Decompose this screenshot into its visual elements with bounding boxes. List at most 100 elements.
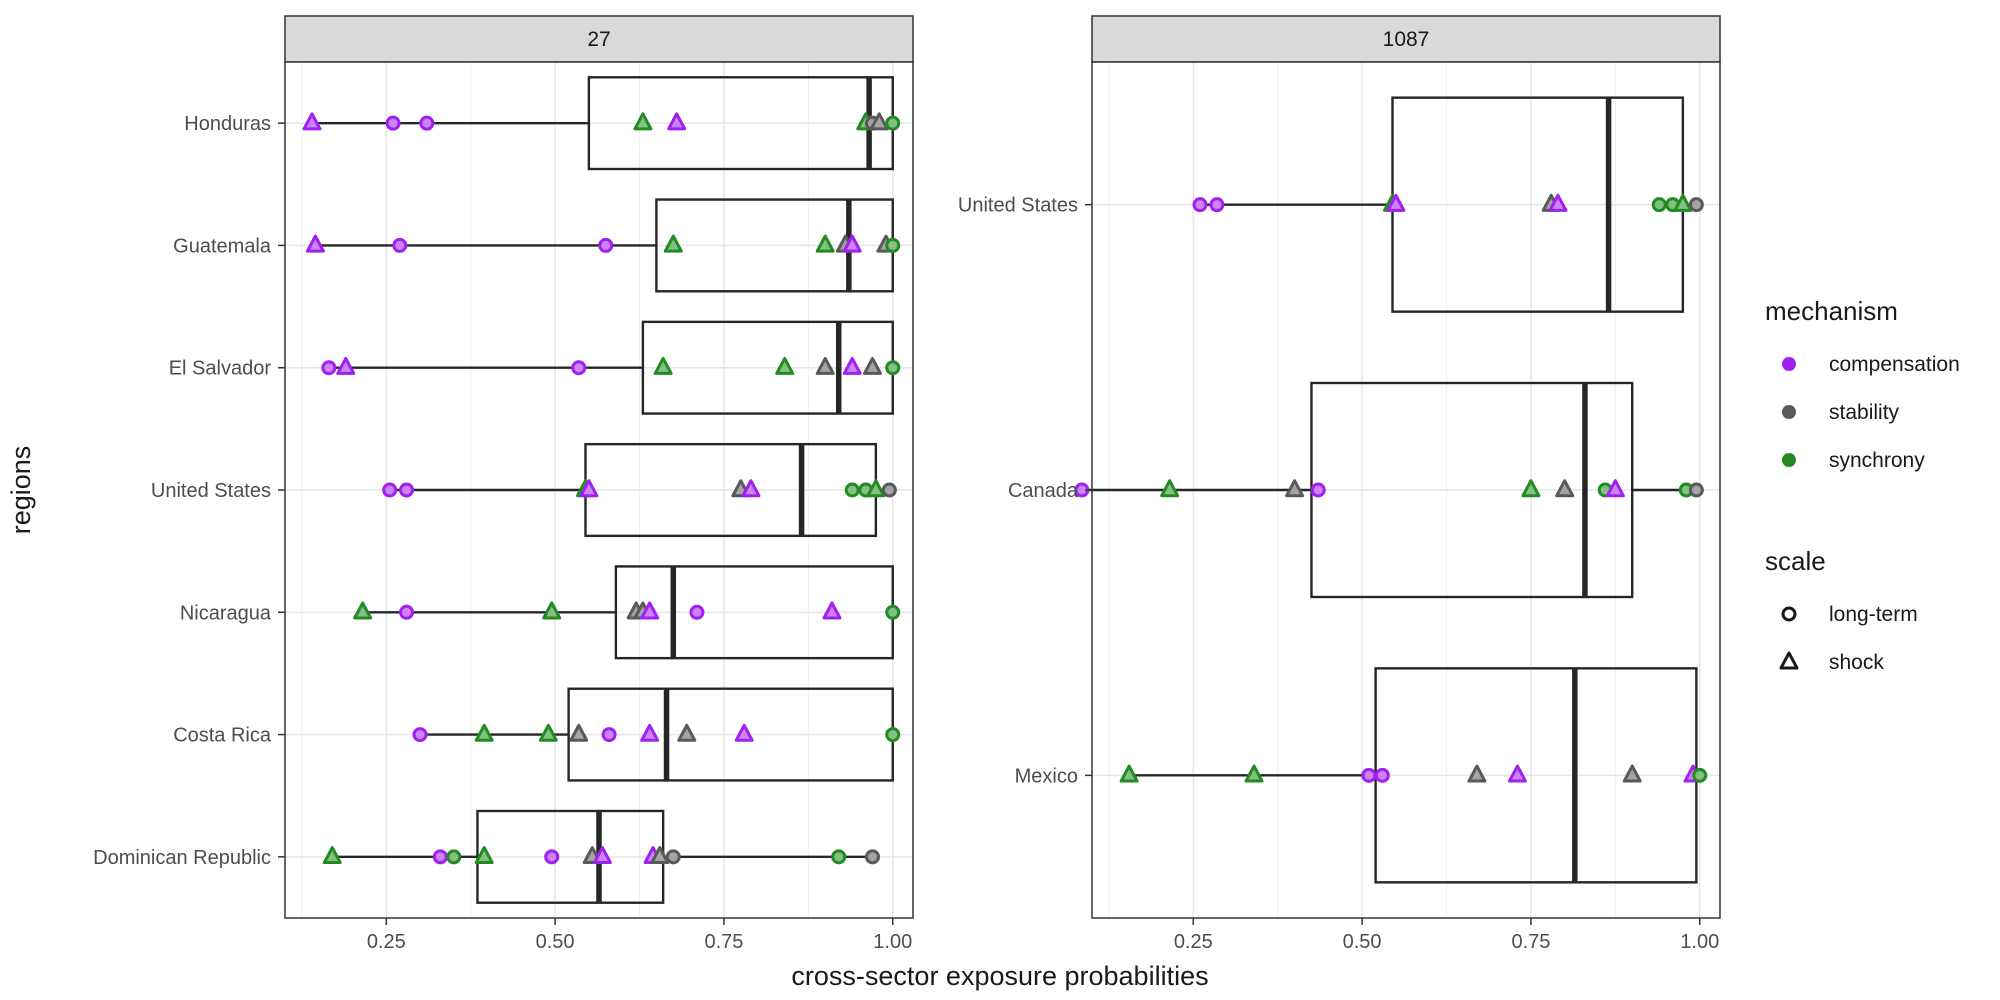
legend-label-synchrony: synchrony <box>1829 449 1925 472</box>
point-compensation-long-term <box>432 849 448 865</box>
y-tick-label: Canada <box>1008 480 1079 502</box>
point-stability-long-term <box>665 849 681 865</box>
point-synchrony-shock <box>322 846 342 865</box>
x-tick-label: 0.50 <box>536 931 575 953</box>
legend-label-stability: stability <box>1829 401 1900 424</box>
point-stability-shock <box>569 723 589 742</box>
point-stability-long-term <box>1688 482 1704 498</box>
panel-border <box>1091 61 1721 919</box>
legend-key-shock <box>1779 651 1799 670</box>
region-canada <box>1074 381 1704 599</box>
x-tick-label: 0.50 <box>1343 931 1382 953</box>
x-tick-label: 0.25 <box>367 931 406 953</box>
x-axis-title: cross-sector exposure probabilities <box>791 961 1208 991</box>
point-synchrony-long-term <box>844 482 860 498</box>
point-synchrony-shock <box>1119 764 1139 783</box>
point-synchrony-shock <box>633 112 653 131</box>
point-compensation-shock <box>579 479 599 498</box>
point-stability-shock <box>1622 764 1642 783</box>
point-compensation-long-term <box>1192 197 1208 213</box>
point-stability-shock <box>815 356 835 375</box>
point-compensation-long-term <box>601 727 617 743</box>
point-compensation-shock <box>640 601 660 620</box>
point-synchrony-long-term <box>831 849 847 865</box>
legend-label-long-term: long-term <box>1829 603 1918 626</box>
point-compensation-long-term <box>544 849 560 865</box>
legend-label-shock: shock <box>1829 651 1884 674</box>
point-stability-shock <box>1285 479 1305 498</box>
point-synchrony-long-term <box>1651 197 1667 213</box>
region-united-states <box>382 442 897 538</box>
point-synchrony-shock <box>542 601 562 620</box>
point-compensation-long-term <box>1209 197 1225 213</box>
point-compensation-shock <box>302 112 322 131</box>
point-compensation-long-term <box>689 604 705 620</box>
y-tick-label: El Salvador <box>169 358 272 380</box>
point-compensation-shock <box>741 479 761 498</box>
region-costa-rica <box>412 687 901 782</box>
point-compensation-shock <box>1605 479 1625 498</box>
point-stability-shock <box>650 846 670 865</box>
point-compensation-shock <box>734 723 754 742</box>
point-synchrony-long-term <box>885 727 901 743</box>
point-compensation-long-term <box>571 360 587 376</box>
x-tick-label: 0.25 <box>1174 931 1213 953</box>
point-stability-shock <box>1467 764 1487 783</box>
point-synchrony-shock <box>653 356 673 375</box>
point-synchrony-long-term <box>885 604 901 620</box>
point-synchrony-long-term <box>1692 767 1708 783</box>
x-tick-label: 1.00 <box>1680 931 1719 953</box>
panel-27: 27 Honduras Guatemala El Salvador United Sta… <box>93 15 914 953</box>
panel-border <box>284 61 914 919</box>
point-compensation-shock <box>667 112 687 131</box>
legend-label-compensation: compensation <box>1829 353 1960 376</box>
legend-key-stability <box>1782 405 1796 419</box>
point-compensation-long-term <box>1374 767 1390 783</box>
point-synchrony-shock <box>1244 764 1264 783</box>
point-synchrony-shock <box>474 723 494 742</box>
point-compensation-shock <box>1507 764 1527 783</box>
point-compensation-long-term <box>1310 482 1326 498</box>
point-stability-long-term <box>881 482 897 498</box>
point-synchrony-long-term <box>885 115 901 131</box>
point-compensation-long-term <box>385 115 401 131</box>
point-compensation-long-term <box>399 482 415 498</box>
point-synchrony-shock <box>775 356 795 375</box>
y-tick-label: Honduras <box>184 113 271 135</box>
legend: mechanism compensation stability synchrony s… <box>1765 296 1960 674</box>
point-compensation-shock <box>842 356 862 375</box>
point-compensation-long-term <box>412 727 428 743</box>
point-compensation-long-term <box>392 237 408 253</box>
point-compensation-long-term <box>399 604 415 620</box>
point-synchrony-shock <box>1160 479 1180 498</box>
point-compensation-shock <box>842 234 862 253</box>
point-stability-shock <box>677 723 697 742</box>
point-synchrony-shock <box>538 723 558 742</box>
legend-key-compensation <box>1782 357 1796 371</box>
point-compensation-shock <box>1548 193 1568 212</box>
region-honduras <box>302 76 901 171</box>
panels-layer: 27 Honduras Guatemala El Salvador United Sta… <box>93 15 1721 953</box>
point-synchrony-shock <box>663 234 683 253</box>
point-synchrony-shock <box>1673 193 1693 212</box>
point-compensation-shock <box>305 234 325 253</box>
point-synchrony-long-term <box>885 360 901 376</box>
point-compensation-long-term <box>1361 767 1377 783</box>
facet-strip <box>284 15 914 63</box>
facet-strip-label: 1087 <box>1383 28 1430 51</box>
region-dominican-republic <box>322 809 880 904</box>
y-tick-label: United States <box>151 480 271 502</box>
point-compensation-long-term <box>598 237 614 253</box>
x-tick-label: 0.75 <box>1511 931 1550 953</box>
point-compensation-long-term <box>321 360 337 376</box>
point-synchrony-shock <box>815 234 835 253</box>
point-compensation-long-term <box>382 482 398 498</box>
legend-key-synchrony <box>1782 453 1796 467</box>
point-compensation-shock <box>336 356 356 375</box>
point-synchrony-shock <box>1521 479 1541 498</box>
point-stability-shock <box>869 112 889 131</box>
y-tick-label: Nicaragua <box>180 602 272 624</box>
x-tick-label: 1.00 <box>873 931 912 953</box>
region-mexico <box>1119 667 1708 884</box>
